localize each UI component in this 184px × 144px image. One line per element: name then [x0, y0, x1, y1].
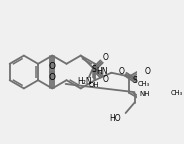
- Text: O: O: [49, 73, 56, 82]
- Text: O: O: [49, 62, 56, 71]
- Text: O: O: [119, 67, 125, 76]
- Text: S: S: [92, 65, 97, 74]
- Text: O: O: [145, 67, 151, 76]
- Text: CH₃: CH₃: [171, 90, 183, 96]
- Text: O: O: [102, 75, 108, 84]
- Text: O: O: [102, 53, 108, 62]
- Text: HN: HN: [96, 67, 107, 76]
- Text: H₂N: H₂N: [77, 77, 92, 86]
- Text: OH: OH: [89, 82, 100, 88]
- Text: HO: HO: [109, 114, 121, 124]
- Text: CH₃: CH₃: [137, 81, 150, 87]
- Text: S: S: [132, 76, 137, 85]
- Text: NH: NH: [139, 91, 150, 97]
